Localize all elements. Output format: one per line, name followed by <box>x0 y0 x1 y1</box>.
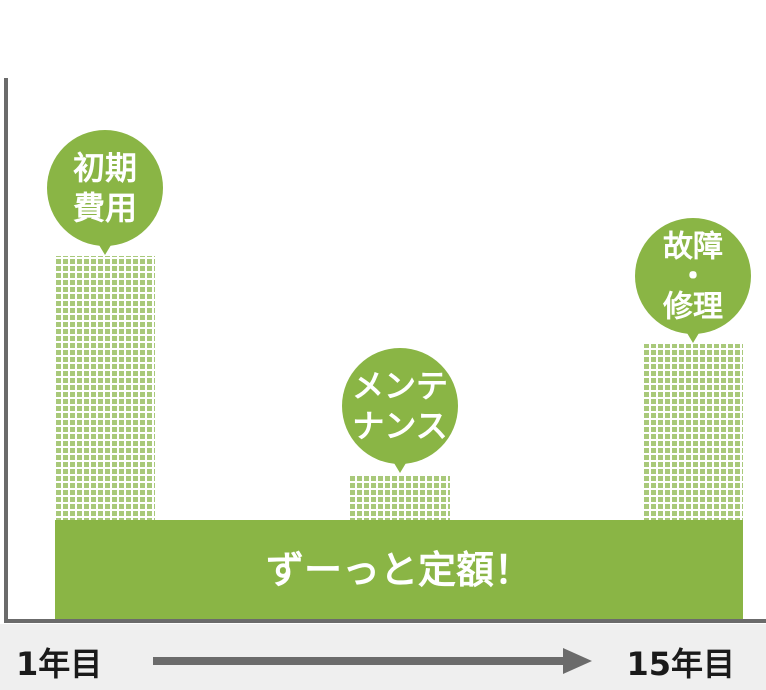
callout-bubble <box>635 218 751 334</box>
fixed-cost-label: ずーっと定額！ <box>266 548 532 592</box>
x-axis-start-label: 1年目 <box>16 645 102 683</box>
callout-text: 修理 <box>662 290 723 325</box>
callout-pointer <box>684 328 702 343</box>
fixed-cost-band <box>55 520 743 620</box>
callout-bubble <box>342 348 458 464</box>
x-axis-end-label: 15年目 <box>626 645 735 683</box>
timeline-arrow-head-icon <box>563 648 592 674</box>
callout-pointer <box>96 240 114 255</box>
callout-text: ・ <box>678 260 708 295</box>
callout-text: メンテ <box>352 367 448 405</box>
callout-3: 故障・修理 <box>635 218 751 343</box>
callout-text: 費用 <box>73 189 137 227</box>
callout-bubble <box>47 130 163 246</box>
callout-text: ナンス <box>352 407 447 445</box>
callout-text: 故障 <box>663 230 723 265</box>
callout-text: 初期 <box>73 149 137 187</box>
callout-pointer <box>391 458 409 473</box>
